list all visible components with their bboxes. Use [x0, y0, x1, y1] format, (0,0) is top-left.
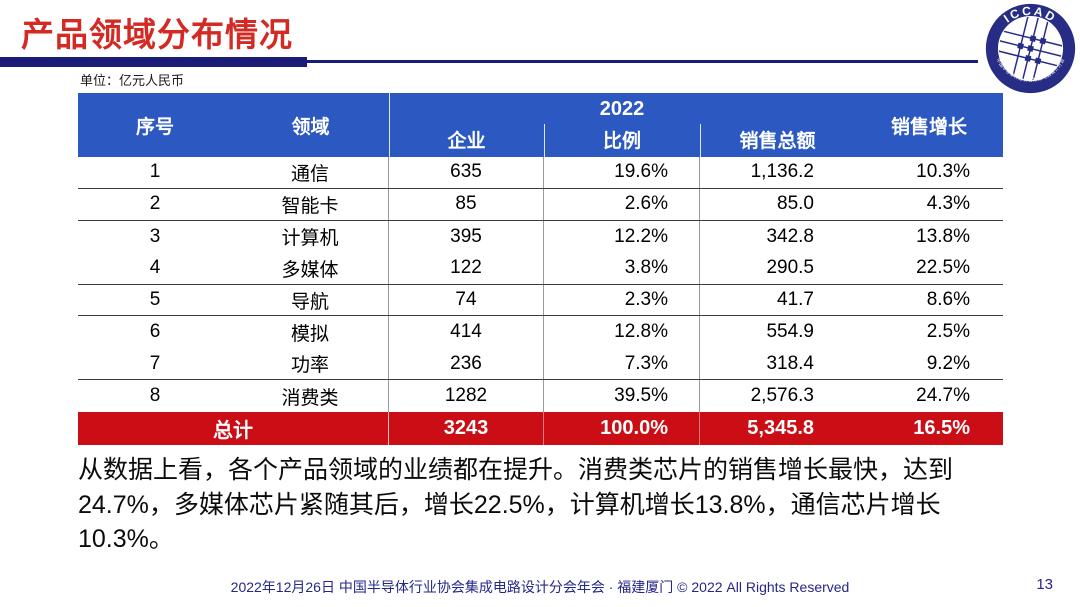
cell-domain: 模拟	[232, 316, 389, 349]
page-number: 13	[1036, 576, 1053, 593]
cell-sales: 41.7	[777, 289, 814, 310]
title-underline-bar	[0, 57, 307, 67]
cell-share: 3.8%	[544, 252, 700, 284]
cell-share: 2.3%	[544, 284, 700, 316]
header-separator	[544, 124, 545, 157]
header-separator	[700, 124, 701, 157]
col-header-share: 比例	[602, 130, 641, 152]
cell-sales: 1,136.2	[750, 161, 814, 183]
table-row: 2 智能卡 85 2.6% 85.0 4.3%	[78, 188, 1003, 221]
col-header-growth: 销售增长	[890, 116, 967, 138]
cell-total-label: 总计	[78, 412, 389, 446]
product-domain-table: 序号 领域 2022 企业 比例 销售总额 销售增长 1 通信 635 19.6…	[78, 93, 1003, 446]
cell-share: 2.6%	[544, 188, 700, 220]
table-row: 3 计算机 395 12.2% 342.8 13.8%	[78, 220, 1003, 253]
cell-growth: 13.8%	[916, 225, 970, 247]
cell-companies: 414	[389, 316, 544, 349]
cell-no: 7	[149, 352, 161, 374]
cell-growth: 22.5%	[916, 257, 970, 279]
slide-title: 产品领域分布情况	[21, 16, 293, 53]
footer-text: 2022年12月26日 中国半导体行业协会集成电路设计分会年会 · 福建厦门 ©…	[230, 579, 850, 595]
cell-no: 3	[149, 225, 161, 247]
table-row: 7 功率 236 7.3% 318.4 9.2%	[78, 348, 1003, 381]
title-underline-line	[307, 60, 978, 63]
table-row: 1 通信 635 19.6% 1,136.2 10.3%	[78, 157, 1003, 189]
iccad-logo-icon: ICCAD 中国半导体行业协会集成电路设计分会	[985, 4, 1076, 94]
cell-total-share: 100.0%	[544, 412, 700, 446]
cell-share: 39.5%	[544, 380, 700, 413]
commentary-paragraph: 从数据上看，各个产品领域的业绩都在提升。消费类芯片的销售增长最快，达到 24.7…	[78, 453, 1018, 557]
col-header-companies: 企业	[447, 130, 486, 152]
cell-domain: 智能卡	[232, 188, 389, 220]
cell-no: 6	[149, 321, 161, 343]
cell-domain: 消费类	[232, 380, 389, 413]
table-row: 5 导航 74 2.3% 41.7 8.6%	[78, 284, 1003, 317]
cell-growth: 4.3%	[926, 193, 970, 215]
table-row: 8 消费类 1282 39.5% 2,576.3 24.7%	[78, 380, 1003, 413]
header-separator	[389, 93, 390, 157]
cell-companies: 74	[389, 284, 544, 316]
cell-growth: 10.3%	[916, 161, 970, 183]
cell-no: 8	[149, 385, 161, 407]
cell-sales: 318.4	[766, 352, 814, 374]
cell-share: 7.3%	[544, 348, 700, 380]
cell-companies: 85	[389, 188, 544, 220]
table-row: 4 多媒体 122 3.8% 290.5 22.5%	[78, 252, 1003, 285]
col-header-no: 序号	[135, 116, 174, 138]
unit-label: 单位：亿元人民币	[80, 73, 185, 88]
cell-no: 1	[149, 161, 161, 183]
cell-no: 2	[149, 193, 161, 215]
cell-growth: 8.6%	[926, 289, 970, 310]
cell-no: 5	[149, 289, 161, 310]
cell-growth: 9.2%	[926, 352, 970, 374]
cell-companies: 236	[389, 348, 544, 380]
table-total-row: 总计 3243 100.0% 5,345.8 16.5%	[78, 412, 1003, 446]
col-header-domain: 领域	[291, 116, 330, 138]
cell-domain: 计算机	[232, 220, 389, 253]
cell-companies: 1282	[389, 380, 544, 413]
cell-companies: 122	[389, 252, 544, 284]
cell-domain: 导航	[232, 284, 389, 316]
cell-sales: 342.8	[766, 225, 814, 247]
commentary-line: 24.7%，多媒体芯片紧随其后，增长22.5%，计算机增长13.8%，通信芯片增…	[78, 490, 941, 519]
table-body: 1 通信 635 19.6% 1,136.2 10.3% 2 智能卡 85 2.…	[78, 157, 1003, 413]
cell-domain: 多媒体	[232, 252, 389, 284]
col-header-sales: 销售总额	[739, 130, 816, 152]
cell-growth: 24.7%	[916, 385, 970, 407]
table-row: 6 模拟 414 12.8% 554.9 2.5%	[78, 316, 1003, 349]
cell-total-growth: 16.5%	[913, 417, 970, 440]
cell-sales: 2,576.3	[750, 385, 814, 407]
col-group-year: 2022	[599, 97, 645, 120]
cell-no: 4	[149, 257, 161, 279]
cell-growth: 2.5%	[926, 321, 970, 343]
cell-sales: 85.0	[777, 193, 814, 215]
cell-domain: 通信	[232, 157, 389, 188]
cell-share: 19.6%	[544, 157, 700, 188]
table-header: 序号 领域 2022 企业 比例 销售总额 销售增长	[78, 93, 1003, 157]
cell-total-companies: 3243	[389, 412, 544, 446]
cell-companies: 395	[389, 220, 544, 253]
cell-domain: 功率	[232, 348, 389, 380]
commentary-line: 10.3%。	[78, 525, 174, 553]
cell-share: 12.8%	[544, 316, 700, 349]
logo-grid-pattern	[997, 15, 1064, 82]
cell-companies: 635	[389, 157, 544, 188]
cell-sales: 290.5	[766, 257, 814, 279]
cell-sales: 554.9	[766, 321, 814, 343]
commentary-line: 从数据上看，各个产品领域的业绩都在提升。消费类芯片的销售增长最快，达到	[78, 456, 954, 484]
cell-share: 12.2%	[544, 220, 700, 253]
cell-total-sales: 5,345.8	[747, 417, 814, 440]
